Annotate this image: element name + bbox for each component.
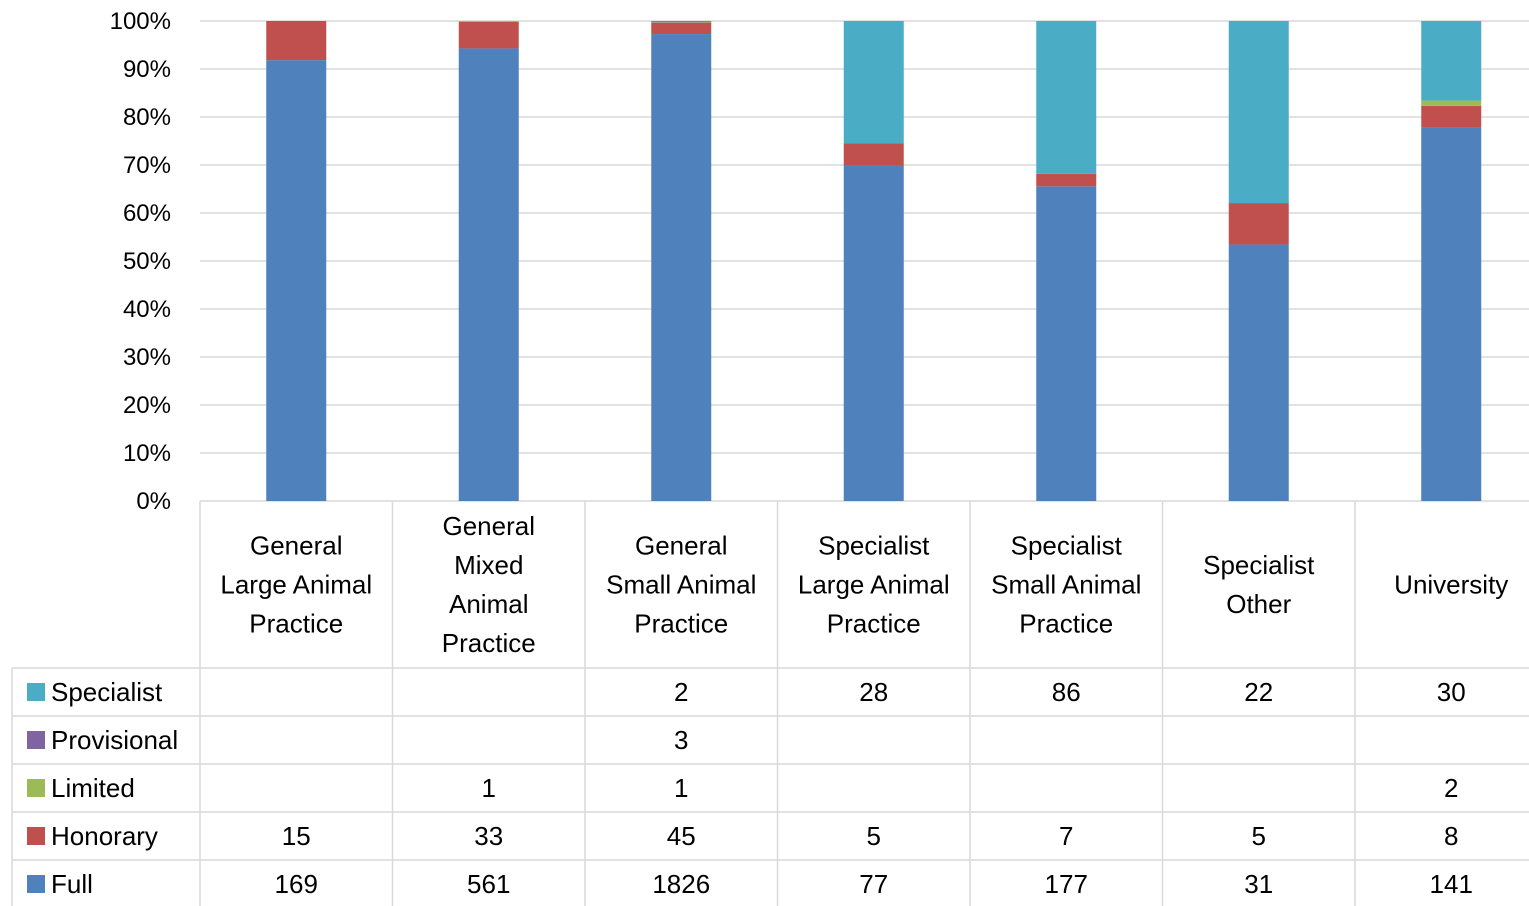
category-label: Other: [1226, 589, 1291, 619]
table-cell-value: 45: [667, 821, 696, 851]
bar-segment-limited: [1421, 100, 1482, 106]
category-label: Specialist: [1203, 550, 1315, 580]
y-tick-label: 60%: [123, 200, 171, 227]
legend-key-specialist: [27, 683, 45, 701]
y-tick-label: 10%: [123, 440, 171, 467]
table-cell-value: 1: [482, 773, 496, 803]
bar-segment-full: [1036, 186, 1097, 502]
table-cell-value: 1: [674, 773, 688, 803]
table-cell-value: 141: [1430, 869, 1473, 899]
table-cell-value: 177: [1045, 869, 1088, 899]
bars: [266, 21, 1482, 502]
category-label: Small Animal: [991, 570, 1141, 600]
y-tick-label: 80%: [123, 104, 171, 131]
legend-label-honorary: Honorary: [51, 821, 158, 851]
table-cell-value: 77: [859, 869, 888, 899]
table-cell-value: 169: [275, 869, 318, 899]
y-tick-label: 30%: [123, 344, 171, 371]
legend-label-full: Full: [51, 869, 93, 899]
table-cell-value: 7: [1059, 821, 1073, 851]
category-label: Specialist: [818, 531, 930, 561]
legend-key-provisional: [27, 731, 45, 749]
y-tick-label: 0%: [136, 488, 171, 515]
bar-segment-honorary: [843, 143, 904, 165]
legend-key-full: [27, 875, 45, 893]
table-cell-value: 22: [1244, 677, 1273, 707]
y-tick-label: 90%: [123, 56, 171, 83]
category-label: Large Animal: [220, 570, 372, 600]
y-tick-label: 40%: [123, 296, 171, 323]
table-cell-value: 28: [859, 677, 888, 707]
y-axis-tick-labels: 0% 10% 20% 30% 40% 50% 60% 70% 80% 90% 100%: [110, 8, 171, 515]
bar-segment-full: [1421, 127, 1482, 502]
bar-segment-honorary: [651, 22, 712, 35]
category-label: General: [443, 511, 536, 541]
bar-segment-full: [1228, 244, 1289, 501]
category-label: Practice: [634, 609, 728, 639]
category-label: Specialist: [1011, 531, 1123, 561]
table-cell-value: 2: [1444, 773, 1458, 803]
category-label: Practice: [442, 628, 536, 658]
legend-label-limited: Limited: [51, 773, 135, 803]
table-cell-value: 33: [474, 821, 503, 851]
category-label: University: [1394, 570, 1508, 600]
legend-key-honorary: [27, 827, 45, 845]
bar-segment-full: [843, 165, 904, 501]
bar-segment-limited: [458, 21, 519, 22]
bar-segment-specialist: [1036, 21, 1097, 174]
category-label: Practice: [1019, 609, 1113, 639]
category-label: Small Animal: [606, 570, 756, 600]
category-label: General: [250, 531, 343, 561]
bar-segment-specialist: [1228, 21, 1289, 204]
table-cell-value: 8: [1444, 821, 1458, 851]
category-label: Animal: [449, 589, 528, 619]
category-label: Large Animal: [798, 570, 950, 600]
bar-segment-limited: [651, 22, 712, 23]
category-label: Practice: [249, 609, 343, 639]
table-cell-value: 3: [674, 725, 688, 755]
legend-label-provisional: Provisional: [51, 725, 178, 755]
bar-segment-honorary: [458, 21, 519, 49]
table-cell-value: 30: [1437, 677, 1466, 707]
bar-segment-full: [458, 48, 519, 502]
legend-label-specialist: Specialist: [51, 677, 163, 707]
table-cell-value: 561: [467, 869, 510, 899]
table-cell-value: 15: [282, 821, 311, 851]
category-label: Mixed: [454, 550, 523, 580]
y-tick-label: 70%: [123, 152, 171, 179]
bar-segment-provisional: [651, 21, 712, 23]
bar-segment-honorary: [1036, 173, 1097, 187]
table-cell-value: 5: [1252, 821, 1266, 851]
table-cell-value: 2: [674, 677, 688, 707]
table-cell-value: 31: [1244, 869, 1273, 899]
table-cell-value: 5: [867, 821, 881, 851]
category-label: General: [635, 531, 728, 561]
data-table: General Large Animal Practice General Mixed A…: [11, 501, 1529, 906]
category-label: Practice: [827, 609, 921, 639]
bar-segment-specialist: [1421, 21, 1482, 101]
bar-segment-specialist: [843, 21, 904, 144]
bar-segment-honorary: [266, 21, 327, 61]
bar-segment-honorary: [1228, 203, 1289, 245]
y-tick-label: 100%: [110, 8, 171, 35]
y-tick-label: 50%: [123, 248, 171, 275]
y-tick-label: 20%: [123, 392, 171, 419]
bar-segment-full: [651, 34, 712, 502]
bar-segment-specialist: [651, 21, 712, 22]
table-cell-value: 1826: [652, 869, 710, 899]
legend-key-limited: [27, 779, 45, 797]
table-cell-value: 86: [1052, 677, 1081, 707]
bar-segment-honorary: [1421, 105, 1482, 128]
bar-segment-full: [266, 60, 327, 502]
